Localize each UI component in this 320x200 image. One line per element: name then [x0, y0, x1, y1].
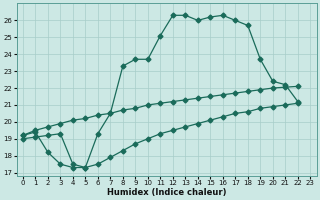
X-axis label: Humidex (Indice chaleur): Humidex (Indice chaleur): [107, 188, 226, 197]
